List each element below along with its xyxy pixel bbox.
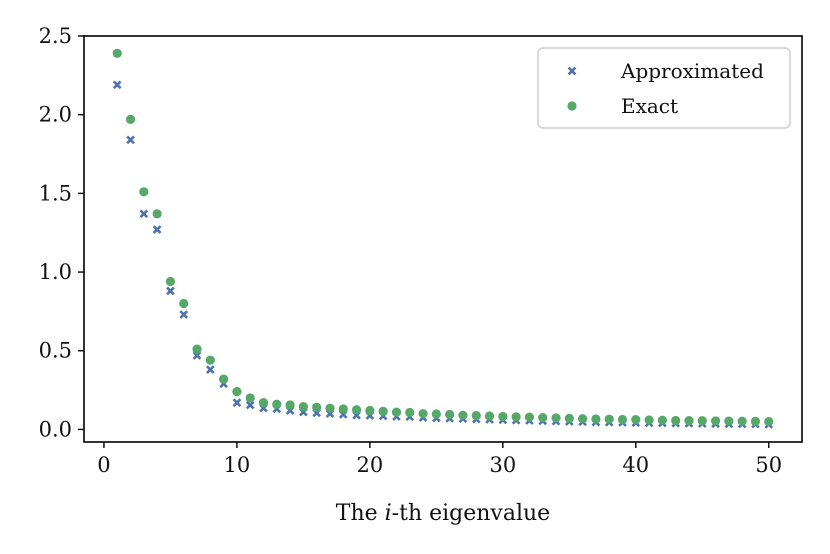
series-exact [112,48,774,427]
data-point-exact-33 [538,413,548,423]
plot-area [112,48,774,429]
data-point-exact-1 [112,48,122,58]
data-point-exact-21 [378,406,388,416]
data-point-exact-3 [139,187,149,197]
data-point-approximated-10 [232,398,242,407]
data-point-exact-16 [312,402,322,412]
data-point-exact-40 [631,415,641,425]
y-tick-label-0.0: 0.0 [39,417,72,441]
legend-box [537,47,791,129]
data-point-exact-24 [418,409,428,419]
data-point-exact-18 [338,404,348,414]
data-point-exact-34 [551,413,561,423]
x-tick-label-30: 30 [489,453,516,477]
data-point-exact-35 [564,413,574,423]
x-tick-label-40: 40 [622,453,649,477]
data-point-exact-37 [591,414,601,424]
x-axis-label-prefix: The [336,501,385,526]
data-point-exact-14 [285,400,295,410]
y-tick-label-0.5: 0.5 [39,339,72,363]
legend-marker-exact [567,101,577,111]
x-tick-label-50: 50 [755,453,782,477]
data-point-approximated-5 [166,286,175,296]
data-point-exact-43 [671,415,681,426]
axes: 0 10 20 30 40 50 0.0 0.5 1.0 1.5 2.0 2.5 [39,24,803,477]
data-point-exact-10 [232,387,242,397]
data-point-exact-44 [684,415,694,426]
data-point-exact-31 [511,412,521,422]
data-point-exact-4 [152,209,162,219]
x-tick-label-10: 10 [224,453,251,477]
legend-marker-approximated [567,66,577,76]
data-point-exact-7 [192,344,202,354]
y-tick-label-1.5: 1.5 [39,181,72,205]
data-point-approximated-6 [179,310,189,319]
data-point-exact-19 [351,405,362,415]
data-point-exact-22 [391,407,402,417]
series-approximated [112,80,774,429]
x-axis-label-suffix: -th eigenvalue [392,501,551,526]
data-point-exact-39 [617,414,628,425]
data-point-exact-5 [165,276,176,287]
data-point-exact-13 [272,399,282,409]
legend: Approximated Exact [537,47,791,129]
y-tick-label-2.5: 2.5 [39,24,72,48]
data-point-exact-28 [471,410,481,421]
data-point-exact-36 [578,414,588,424]
data-point-exact-41 [644,415,654,425]
data-point-exact-27 [458,410,468,420]
data-point-exact-23 [405,407,415,418]
data-point-approximated-11 [245,400,255,410]
x-tick-label-0: 0 [97,453,110,477]
x-tick-label-20: 20 [357,453,384,477]
data-point-exact-45 [697,416,707,426]
data-point-approximated-4 [152,225,162,234]
legend-label-exact: Exact [621,94,678,118]
legend-label-approximated: Approximated [620,59,764,83]
data-point-exact-15 [298,401,308,412]
y-tick-label-2.0: 2.0 [39,103,72,127]
data-point-approximated-7 [192,351,202,360]
x-axis-label: The i-th eigenvalue [336,501,550,526]
data-point-exact-6 [179,298,189,309]
x-axis-label-italic: i [385,501,392,526]
data-point-exact-42 [657,415,667,425]
axes-frame [83,35,803,443]
data-point-exact-20 [365,405,375,416]
data-point-exact-50 [764,416,774,427]
data-point-approximated-8 [205,365,215,374]
data-point-exact-26 [445,409,455,420]
data-point-exact-49 [750,416,761,426]
data-point-exact-32 [524,412,535,422]
data-point-exact-2 [125,114,136,125]
data-point-approximated-1 [112,80,122,90]
data-point-exact-12 [258,398,269,408]
data-point-exact-11 [245,393,255,403]
data-point-exact-30 [498,411,508,422]
y-tick-label-1.0: 1.0 [39,260,72,284]
data-point-exact-8 [205,355,215,365]
data-point-exact-48 [737,416,747,426]
data-point-exact-9 [219,374,229,384]
data-point-exact-46 [710,416,721,426]
data-point-exact-25 [431,409,441,419]
data-point-approximated-3 [139,209,149,219]
data-point-exact-17 [325,403,335,413]
data-point-exact-47 [724,416,734,426]
data-point-approximated-2 [126,135,135,145]
data-point-exact-29 [484,411,495,421]
data-point-exact-38 [604,414,614,424]
